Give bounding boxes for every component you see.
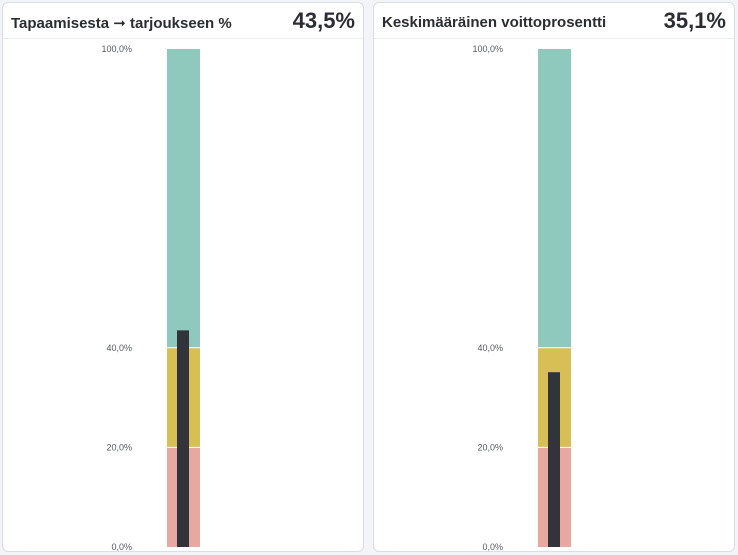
tick-label-1: 20,0% — [106, 442, 132, 452]
tick-label-2: 40,0% — [106, 343, 132, 353]
tick-label-0: 0,0% — [482, 542, 503, 551]
measure-bar — [548, 372, 560, 547]
bullet-card-meeting-to-offer: Tapaamisesta ➞ tarjoukseen % 43,5% 0,0% 2… — [2, 2, 364, 552]
range-band-2 — [538, 49, 571, 348]
bullet-chart: 0,0% 20,0% 40,0% 100,0% — [101, 44, 200, 551]
tick-label-3: 100,0% — [472, 44, 503, 54]
tick-label-3: 100,0% — [101, 44, 132, 54]
card-value: 35,1% — [663, 8, 726, 33]
card-title: Tapaamisesta ➞ tarjoukseen % — [11, 15, 232, 32]
bullet-chart: 0,0% 20,0% 40,0% 100,0% — [472, 44, 571, 551]
measure-bar — [177, 330, 189, 547]
card-title: Keskimääräinen voittoprosentti — [382, 14, 607, 31]
tick-label-1: 20,0% — [477, 442, 503, 452]
tick-label-0: 0,0% — [111, 542, 132, 551]
bullet-card-average-win-rate: Keskimääräinen voittoprosentti 35,1% 0,0… — [373, 2, 735, 552]
tick-label-2: 40,0% — [477, 343, 503, 353]
card-header: Keskimääräinen voittoprosentti 35,1% — [374, 3, 734, 39]
card-header: Tapaamisesta ➞ tarjoukseen % 43,5% — [3, 3, 363, 39]
card-value: 43,5% — [292, 8, 355, 33]
range-band-2 — [167, 49, 200, 348]
